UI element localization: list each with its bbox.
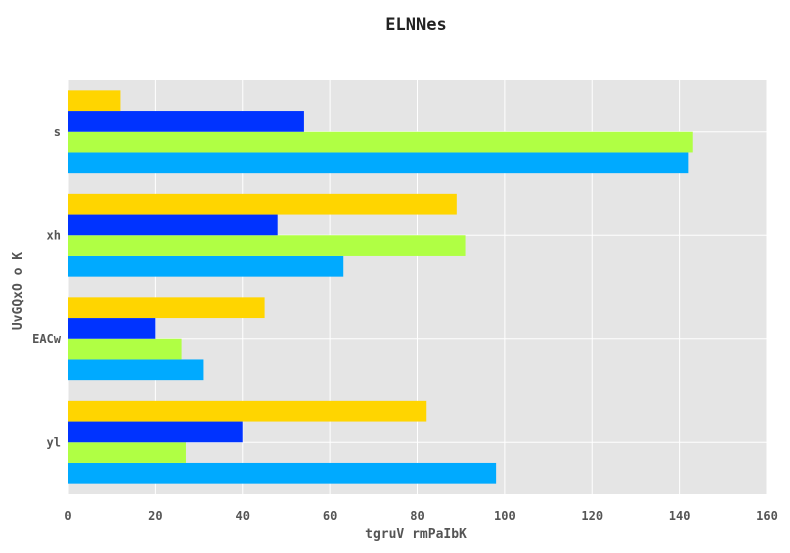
bar-xh-series-4 — [68, 194, 457, 215]
x-tick-label: 60 — [323, 509, 337, 523]
bar-xh-series-3 — [68, 215, 278, 236]
y-tick-label: EACw — [32, 332, 62, 346]
y-axis-ticks: yl EACw xh s — [32, 125, 62, 450]
y-tick-label: xh — [47, 228, 61, 242]
bar-s-series-2 — [68, 132, 693, 153]
x-tick-label: 20 — [148, 509, 162, 523]
x-tick-label: 120 — [581, 509, 603, 523]
bar-s-series-3 — [68, 111, 304, 132]
bar-yl-series-3 — [68, 422, 243, 443]
bar-EACw-series-3 — [68, 318, 155, 339]
x-axis-ticks: 0 20 40 60 80 100 120 140 160 — [64, 509, 777, 523]
chart-title: ELNNes — [385, 15, 446, 35]
bar-s-series-1 — [68, 152, 688, 173]
bar-yl-series-2 — [68, 442, 186, 463]
x-tick-label: 160 — [756, 509, 778, 523]
y-axis-label: UvGQxO o K — [11, 252, 26, 330]
bar-xh-series-2 — [68, 235, 466, 256]
bar-EACw-series-2 — [68, 339, 182, 360]
x-tick-label: 80 — [410, 509, 424, 523]
bar-xh-series-1 — [68, 256, 343, 277]
bar-yl-series-1 — [68, 463, 496, 484]
x-tick-label: 140 — [669, 509, 691, 523]
x-tick-label: 100 — [494, 509, 516, 523]
x-axis-label: tgruV rmPaIbK — [365, 527, 467, 542]
y-tick-label: s — [54, 125, 61, 139]
bar-yl-series-4 — [68, 401, 426, 422]
bar-EACw-series-1 — [68, 359, 203, 380]
bar-EACw-series-4 — [68, 297, 265, 318]
y-tick-label: yl — [47, 435, 61, 449]
x-tick-label: 0 — [64, 509, 71, 523]
bar-s-series-4 — [68, 90, 120, 111]
x-tick-label: 40 — [236, 509, 250, 523]
